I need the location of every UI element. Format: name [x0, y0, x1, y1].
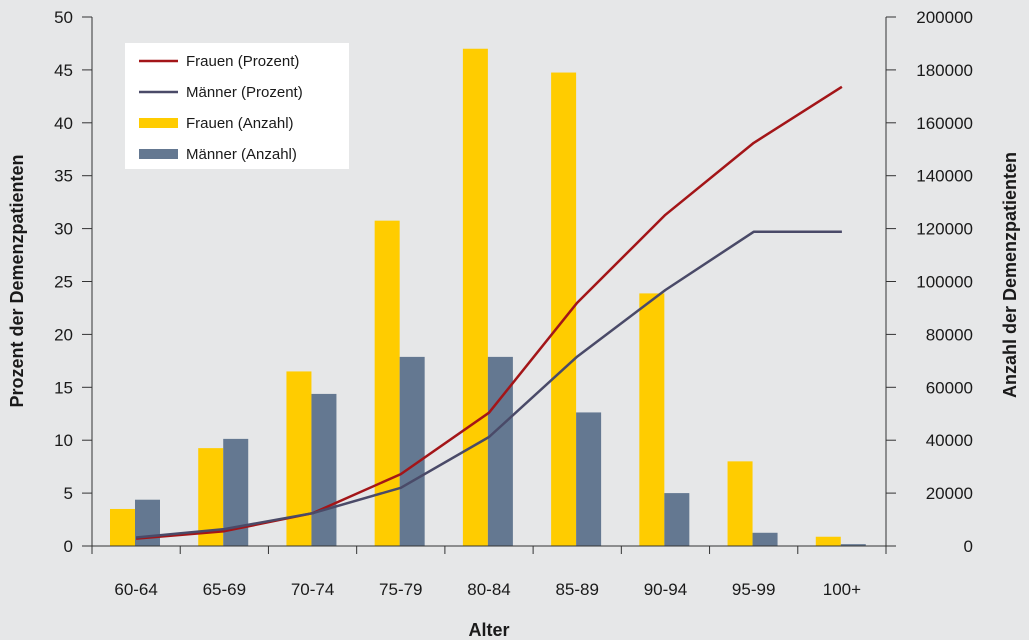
bar-maenner-anzahl-75-79	[399, 356, 425, 546]
lines-layer	[135, 85, 843, 540]
y-right-tick-label: 0	[964, 537, 973, 556]
bar-maenner-anzahl-85-89	[576, 412, 602, 546]
y-left-tick-label: 40	[54, 114, 73, 133]
legend-label-maenner-anzahl: Männer (Anzahl)	[186, 146, 297, 163]
y-axis-left-title: Prozent der Demenzpatienten	[7, 154, 27, 407]
legend-label-frauen-anzahl: Frauen (Anzahl)	[186, 115, 294, 132]
legend-label-maenner-prozent: Männer (Prozent)	[186, 84, 303, 101]
y-left-tick-label: 30	[54, 220, 73, 239]
bar-maenner-anzahl-70-74	[311, 393, 337, 546]
x-tick-label-65-69: 65-69	[203, 580, 246, 599]
bar-frauen-anzahl-90-94	[639, 293, 665, 546]
line-frauen-prozent	[135, 85, 843, 540]
y-right-tick-label: 200000	[916, 8, 973, 27]
x-tick-label-100+: 100+	[823, 580, 861, 599]
bar-frauen-anzahl-100+	[815, 536, 841, 546]
ticks-layer: 0 5 10 15 20 25 30 35 40 45 50 0 20000 40000 60000 8000…	[54, 8, 973, 599]
bar-frauen-anzahl-75-79	[374, 220, 400, 547]
legend: Frauen (Prozent) Männer (Prozent) Frauen…	[125, 43, 349, 169]
bar-frauen-anzahl-60-64	[110, 508, 135, 546]
x-axis-title: Alter	[468, 620, 509, 640]
legend-label-frauen-prozent: Frauen (Prozent)	[186, 53, 299, 70]
x-tick-label-95-99: 95-99	[732, 580, 775, 599]
bar-maenner-anzahl-95-99	[752, 532, 778, 546]
y-left-tick-label: 15	[54, 378, 73, 397]
y-left-tick-label: 20	[54, 325, 73, 344]
y-left-tick-label: 25	[54, 273, 73, 292]
legend-swatch-maenner-anzahl	[139, 149, 178, 159]
y-axis-right-title: Anzahl der Demenzpatienten	[1000, 152, 1020, 398]
y-left-tick-label: 10	[54, 431, 73, 450]
x-tick-label-90-94: 90-94	[644, 580, 687, 599]
x-tick-label-85-89: 85-89	[555, 580, 598, 599]
line-maenner-prozent	[135, 230, 842, 539]
bar-frauen-anzahl-95-99	[727, 461, 753, 546]
y-right-tick-label: 100000	[916, 273, 973, 292]
legend-box	[125, 43, 349, 169]
y-right-tick-label: 60000	[926, 378, 973, 397]
x-tick-label-80-84: 80-84	[467, 580, 510, 599]
bar-maenner-anzahl-90-94	[664, 493, 690, 546]
y-left-tick-label: 0	[64, 537, 73, 556]
y-left-tick-label: 45	[54, 61, 73, 80]
y-right-tick-label: 40000	[926, 431, 973, 450]
y-left-tick-label: 5	[64, 484, 73, 503]
x-tick-label-75-79: 75-79	[379, 580, 422, 599]
bar-maenner-anzahl-80-84	[487, 356, 513, 546]
bar-frauen-anzahl-70-74	[286, 371, 312, 546]
y-right-tick-label: 180000	[916, 61, 973, 80]
bar-maenner-anzahl-100+	[840, 544, 866, 546]
y-right-tick-label: 20000	[926, 484, 973, 503]
y-right-tick-label: 140000	[916, 167, 973, 186]
bar-frauen-anzahl-80-84	[462, 48, 488, 547]
x-tick-label-60-64: 60-64	[114, 580, 157, 599]
y-left-tick-label: 35	[54, 167, 73, 186]
y-right-tick-label: 120000	[916, 220, 973, 239]
y-right-tick-label: 160000	[916, 114, 973, 133]
y-left-tick-label: 50	[54, 8, 73, 27]
x-tick-label-70-74: 70-74	[291, 580, 334, 599]
legend-swatch-frauen-anzahl	[139, 118, 178, 128]
y-right-tick-label: 80000	[926, 325, 973, 344]
